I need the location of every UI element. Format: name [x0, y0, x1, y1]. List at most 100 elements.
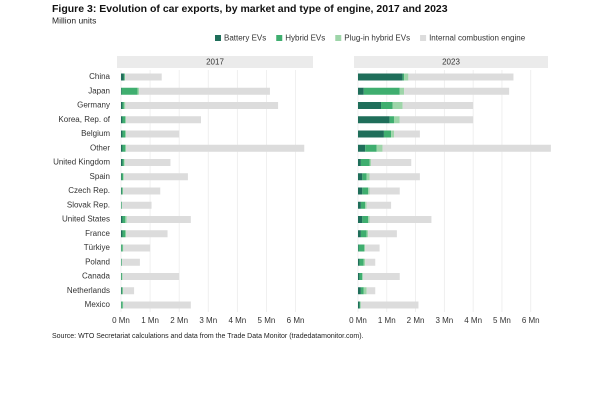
- bar-segment: [122, 216, 126, 223]
- x-tick-label: 6 Mn: [522, 316, 540, 325]
- bar-segment: [391, 130, 394, 138]
- x-tick-label: 2 Mn: [407, 316, 425, 325]
- bar-segment: [363, 87, 400, 95]
- bar-segment: [366, 287, 376, 295]
- bar-segment: [360, 159, 370, 166]
- category-label: Korea, Rep. of: [58, 115, 110, 124]
- bar-segment: [123, 173, 188, 181]
- bar-segment: [121, 287, 122, 295]
- bar-segment: [360, 301, 361, 309]
- bar-segment: [365, 144, 377, 152]
- bar-segment: [362, 187, 369, 195]
- bar-segment: [358, 258, 360, 266]
- bar-segment: [122, 144, 126, 152]
- bar-segment: [125, 216, 127, 223]
- legend-swatch: [335, 35, 342, 41]
- bar-segment: [121, 73, 124, 81]
- bar-segment: [121, 116, 123, 124]
- bar-segment: [126, 144, 305, 152]
- bar-segment: [122, 201, 152, 209]
- chart-subtitle: Million units: [52, 15, 96, 25]
- bar-segment: [121, 159, 123, 166]
- chart-title: Figure 3: Evolution of car exports, by m…: [52, 3, 448, 15]
- x-tick-label: 1 Mn: [378, 316, 396, 325]
- bar-segment: [358, 230, 361, 238]
- bar-segment: [121, 87, 138, 95]
- bar-segment: [123, 159, 125, 166]
- legend-label: Hybrid EVs: [285, 34, 325, 43]
- category-label: United Kingdom: [53, 158, 110, 167]
- x-tick-label: 3 Mn: [435, 316, 453, 325]
- bar-segment: [363, 287, 367, 295]
- bar-segment: [369, 216, 432, 223]
- bar-segment: [358, 102, 382, 109]
- bar-segment: [121, 230, 123, 238]
- bar-segment: [125, 116, 126, 124]
- bar-segment: [358, 159, 361, 166]
- bar-segment: [364, 244, 366, 252]
- bar-segment: [121, 144, 123, 152]
- category-label: Japan: [88, 86, 110, 95]
- bar-segment: [122, 102, 124, 109]
- bar-segment: [362, 273, 400, 280]
- bar-segment: [360, 201, 366, 209]
- bar-segment: [123, 244, 151, 252]
- category-label: Slovak Rep.: [67, 200, 110, 209]
- bar-segment: [121, 201, 122, 209]
- bar-segment: [402, 73, 405, 81]
- legend-label: Plug-in hybrid EVs: [344, 34, 410, 43]
- bar-segment: [399, 116, 474, 124]
- bar-segment: [404, 87, 510, 95]
- bar-segment: [358, 187, 363, 195]
- x-tick-label: 4 Mn: [228, 316, 246, 325]
- bar-segment: [404, 73, 409, 81]
- legend-swatch: [420, 35, 427, 41]
- bar-segment: [360, 230, 367, 238]
- x-tick-label: 0 Mn: [349, 316, 367, 325]
- category-label: Other: [90, 143, 110, 152]
- bar-segment: [121, 187, 123, 195]
- bar-segment: [125, 230, 127, 238]
- bar-segment: [123, 287, 135, 295]
- bar-segment: [122, 244, 124, 252]
- bar-segment: [121, 102, 123, 109]
- bar-segment: [121, 301, 123, 309]
- bar-segment: [381, 102, 393, 109]
- x-tick-label: 3 Mn: [199, 316, 217, 325]
- bar-segment: [358, 216, 363, 223]
- bar-segment: [137, 87, 140, 95]
- bar-segment: [358, 244, 359, 252]
- bar-segment: [124, 159, 171, 166]
- bar-segment: [369, 159, 371, 166]
- x-tick-label: 1 Mn: [141, 316, 159, 325]
- bar-segment: [359, 273, 363, 280]
- bar-segment: [366, 173, 370, 181]
- bar-segment: [365, 244, 380, 252]
- bar-segment: [392, 102, 403, 109]
- bar-segment: [362, 173, 367, 181]
- bar-segment: [366, 230, 369, 238]
- bar-segment: [382, 144, 551, 152]
- bar-segment: [363, 258, 366, 266]
- bar-segment: [358, 301, 360, 309]
- category-label: Poland: [85, 257, 110, 266]
- bar-segment: [122, 273, 123, 280]
- bar-segment: [125, 144, 127, 152]
- bar-segment: [122, 287, 124, 295]
- bar-segment: [125, 102, 279, 109]
- category-label: Türkiye: [84, 243, 111, 252]
- x-tick-label: 5 Mn: [493, 316, 511, 325]
- bar-segment: [362, 273, 363, 280]
- bar-segment: [122, 187, 124, 195]
- bar-segment: [365, 258, 376, 266]
- x-tick-label: 4 Mn: [464, 316, 482, 325]
- bar-segment: [360, 287, 364, 295]
- legend-label: Internal combustion engine: [429, 34, 526, 43]
- bar-segment: [359, 258, 364, 266]
- x-tick-label: 0 Mn: [112, 316, 130, 325]
- bar-segment: [362, 216, 369, 223]
- bar-segment: [121, 173, 122, 181]
- bar-segment: [368, 187, 370, 195]
- bar-segment: [383, 130, 392, 138]
